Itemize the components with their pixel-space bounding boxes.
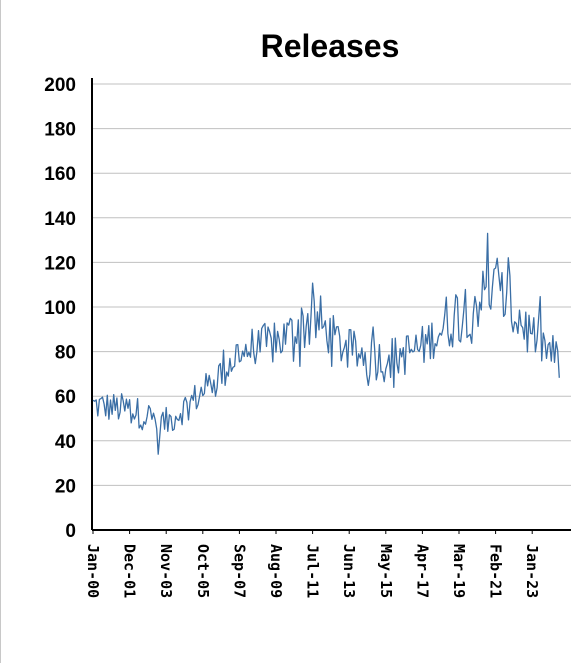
axes <box>91 78 571 531</box>
x-tick-label: Sep-07 <box>230 544 248 598</box>
x-tick-label: Dec-01 <box>121 544 139 598</box>
y-tick-label: 20 <box>55 476 76 497</box>
x-tick-label: Feb-21 <box>487 544 505 598</box>
series-layer <box>92 232 560 455</box>
chart-title: Releases <box>260 28 400 64</box>
x-axis-ticks: Jan-00 Dec-01 Nov-03 Oct-05 Sep-07 Aug-09 Jul-… <box>84 530 541 598</box>
y-tick-label: 100 <box>44 298 76 319</box>
x-tick-label: Jul-11 <box>304 544 322 598</box>
y-tick-label: 140 <box>44 209 76 230</box>
x-tick-label: Nov-03 <box>157 544 175 598</box>
y-tick-label: 180 <box>44 120 76 141</box>
y-tick-label: 0 <box>65 521 76 542</box>
x-tick-label: Jan-23 <box>523 544 541 598</box>
x-tick-label: Jun-13 <box>340 544 358 598</box>
x-tick-label: Mar-19 <box>450 544 468 598</box>
x-tick-label: Jan-00 <box>84 544 102 598</box>
left-border <box>0 0 1 663</box>
x-tick-label: Apr-17 <box>413 544 431 598</box>
y-tick-label: 120 <box>44 253 76 274</box>
y-tick-label: 160 <box>44 164 76 185</box>
x-tick-label: Oct-05 <box>194 544 212 598</box>
y-tick-label: 40 <box>55 432 76 453</box>
y-tick-label: 60 <box>55 387 76 408</box>
x-tick-label: May-15 <box>377 544 395 598</box>
x-tick-label: Aug-09 <box>267 544 285 598</box>
y-tick-label: 80 <box>55 343 76 364</box>
series-line <box>92 232 560 455</box>
y-axis-ticks: 0 20 40 60 80 100 120 140 160 180 200 <box>44 75 76 542</box>
y-tick-label: 200 <box>44 75 76 96</box>
gridlines <box>92 83 571 486</box>
